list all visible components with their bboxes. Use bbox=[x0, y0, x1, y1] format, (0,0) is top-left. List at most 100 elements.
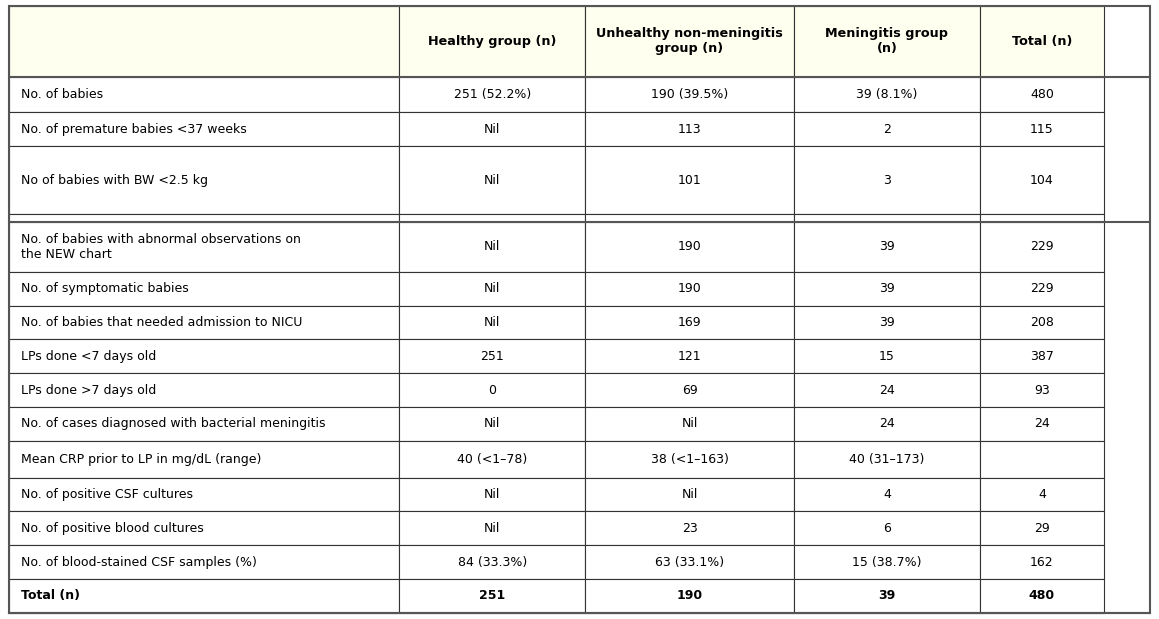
Text: 4: 4 bbox=[883, 488, 891, 501]
Bar bbox=[979, 146, 1105, 214]
Bar bbox=[794, 272, 979, 306]
Text: No. of babies that needed admission to NICU: No. of babies that needed admission to N… bbox=[21, 316, 302, 329]
Bar bbox=[400, 146, 585, 214]
Bar bbox=[9, 478, 400, 511]
Bar bbox=[794, 441, 979, 478]
Text: Nil: Nil bbox=[484, 123, 501, 136]
Text: 0: 0 bbox=[488, 384, 496, 397]
Text: 229: 229 bbox=[1030, 282, 1054, 295]
Bar bbox=[794, 77, 979, 113]
Bar bbox=[9, 339, 400, 373]
Bar bbox=[585, 77, 794, 113]
Text: Nil: Nil bbox=[484, 240, 501, 253]
Bar bbox=[585, 478, 794, 511]
Text: 113: 113 bbox=[678, 123, 701, 136]
Text: 190 (39.5%): 190 (39.5%) bbox=[651, 88, 728, 101]
Bar bbox=[585, 407, 794, 441]
Text: Nil: Nil bbox=[484, 522, 501, 535]
Bar bbox=[9, 146, 400, 214]
Bar bbox=[979, 441, 1105, 478]
Bar bbox=[979, 511, 1105, 545]
Text: Mean CRP prior to LP in mg/dL (range): Mean CRP prior to LP in mg/dL (range) bbox=[21, 452, 261, 465]
Bar bbox=[585, 222, 794, 272]
Bar bbox=[585, 373, 794, 407]
Text: 190: 190 bbox=[677, 589, 702, 602]
Text: 69: 69 bbox=[681, 384, 698, 397]
Bar bbox=[979, 222, 1105, 272]
Bar bbox=[400, 77, 585, 113]
Bar bbox=[585, 579, 794, 613]
Bar bbox=[794, 478, 979, 511]
Text: 93: 93 bbox=[1034, 384, 1050, 397]
Bar bbox=[400, 272, 585, 306]
Bar bbox=[794, 511, 979, 545]
Text: No. of positive CSF cultures: No. of positive CSF cultures bbox=[21, 488, 192, 501]
Bar bbox=[9, 272, 400, 306]
Text: No. of premature babies <37 weeks: No. of premature babies <37 weeks bbox=[21, 123, 247, 136]
Bar bbox=[794, 373, 979, 407]
Bar bbox=[794, 6, 979, 77]
Bar bbox=[400, 214, 585, 222]
Text: No. of babies with abnormal observations on
the NEW chart: No. of babies with abnormal observations… bbox=[21, 233, 300, 261]
Text: 169: 169 bbox=[678, 316, 701, 329]
Bar bbox=[400, 478, 585, 511]
Bar bbox=[9, 77, 400, 113]
Bar bbox=[585, 6, 794, 77]
Bar bbox=[585, 146, 794, 214]
Text: 251: 251 bbox=[480, 350, 504, 363]
Bar bbox=[979, 6, 1105, 77]
Bar bbox=[794, 306, 979, 339]
Bar bbox=[585, 511, 794, 545]
Text: 39 (8.1%): 39 (8.1%) bbox=[857, 88, 918, 101]
Bar bbox=[979, 214, 1105, 222]
Bar bbox=[979, 545, 1105, 579]
Text: 208: 208 bbox=[1030, 316, 1054, 329]
Text: 63 (33.1%): 63 (33.1%) bbox=[655, 556, 724, 569]
Bar bbox=[979, 339, 1105, 373]
Text: Nil: Nil bbox=[484, 282, 501, 295]
Bar bbox=[979, 272, 1105, 306]
Text: 480: 480 bbox=[1029, 589, 1055, 602]
Text: No. of positive blood cultures: No. of positive blood cultures bbox=[21, 522, 204, 535]
Text: 190: 190 bbox=[678, 240, 701, 253]
Text: 4: 4 bbox=[1038, 488, 1045, 501]
Text: 24: 24 bbox=[879, 384, 895, 397]
Text: 121: 121 bbox=[678, 350, 701, 363]
Text: 115: 115 bbox=[1030, 123, 1054, 136]
Bar bbox=[400, 407, 585, 441]
Bar bbox=[9, 407, 400, 441]
Bar bbox=[794, 146, 979, 214]
Text: Unhealthy non-meningitis
group (n): Unhealthy non-meningitis group (n) bbox=[596, 27, 783, 56]
Bar bbox=[585, 113, 794, 146]
Bar bbox=[400, 511, 585, 545]
Text: Total (n): Total (n) bbox=[21, 589, 80, 602]
Text: 29: 29 bbox=[1034, 522, 1050, 535]
Bar bbox=[9, 545, 400, 579]
Bar bbox=[400, 579, 585, 613]
Bar bbox=[9, 113, 400, 146]
Text: No. of blood-stained CSF samples (%): No. of blood-stained CSF samples (%) bbox=[21, 556, 257, 569]
Text: No. of cases diagnosed with bacterial meningitis: No. of cases diagnosed with bacterial me… bbox=[21, 417, 326, 430]
Text: 40 (<1–78): 40 (<1–78) bbox=[457, 452, 527, 465]
Bar bbox=[794, 113, 979, 146]
Bar bbox=[794, 545, 979, 579]
Bar bbox=[979, 579, 1105, 613]
Bar bbox=[400, 113, 585, 146]
Text: 15 (38.7%): 15 (38.7%) bbox=[852, 556, 921, 569]
Text: LPs done <7 days old: LPs done <7 days old bbox=[21, 350, 156, 363]
Text: 39: 39 bbox=[879, 240, 895, 253]
Bar bbox=[9, 6, 400, 77]
Text: 104: 104 bbox=[1030, 173, 1054, 186]
Bar bbox=[794, 214, 979, 222]
Text: No. of babies: No. of babies bbox=[21, 88, 103, 101]
Text: 480: 480 bbox=[1030, 88, 1054, 101]
Bar bbox=[9, 222, 400, 272]
Bar bbox=[585, 272, 794, 306]
Text: 2: 2 bbox=[883, 123, 891, 136]
Bar bbox=[979, 113, 1105, 146]
Bar bbox=[400, 306, 585, 339]
Text: 15: 15 bbox=[879, 350, 895, 363]
Bar bbox=[794, 579, 979, 613]
Bar bbox=[400, 339, 585, 373]
Text: 101: 101 bbox=[678, 173, 701, 186]
